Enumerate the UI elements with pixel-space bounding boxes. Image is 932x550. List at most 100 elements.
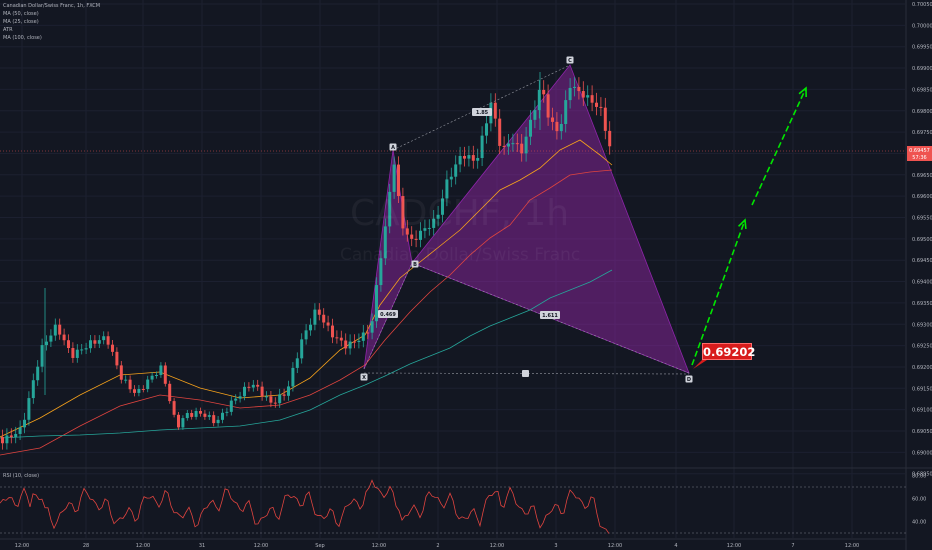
candles xyxy=(1,72,612,450)
target-price-callout: 0.69202 xyxy=(702,343,756,360)
indicator-ma100[interactable]: MA (100, close) xyxy=(3,35,42,41)
candle-body xyxy=(124,379,128,381)
candle-body xyxy=(441,198,444,215)
candle-body xyxy=(53,324,57,336)
candle-body xyxy=(172,401,176,415)
time-tick: Sep xyxy=(315,543,324,549)
candle-body xyxy=(353,341,356,343)
candle-body xyxy=(326,322,330,326)
price-tick: 0.70050 xyxy=(912,2,932,8)
candle-body xyxy=(357,340,361,343)
indicator-ma50[interactable]: MA (50, close) xyxy=(3,11,39,17)
candle-body xyxy=(344,340,348,349)
candle-body xyxy=(106,336,110,345)
ratio-xb-label: 0.469 xyxy=(380,312,396,318)
candle-body xyxy=(419,230,422,240)
watermark-ticker: CADCHF, 1h xyxy=(350,193,570,234)
grid-lines xyxy=(0,0,905,538)
time-axis: 12:00 28 12:00 31 12:00 Sep 12:00 2 12:00 3 12:00 4… xyxy=(0,538,906,549)
candle-body xyxy=(89,340,92,349)
rsi-indicator-label[interactable]: RSI (10, close) xyxy=(3,473,40,479)
candle-body xyxy=(199,410,202,414)
current-price-value: 0.69457 xyxy=(909,148,930,154)
ratio-ac-label: 1.85 xyxy=(476,110,489,116)
candle-body xyxy=(498,118,502,146)
candle-body xyxy=(14,433,18,438)
candle-body xyxy=(595,102,598,107)
candle-body xyxy=(207,415,211,417)
time-tick: 12:00 xyxy=(254,543,268,549)
candle-body xyxy=(40,345,44,367)
time-tick: 12:00 xyxy=(845,543,859,549)
symbol-title: Canadian Dollar/Swiss Franc, 1h, FXCM xyxy=(3,3,101,9)
candle-body xyxy=(36,366,40,381)
candle-body xyxy=(304,330,308,340)
indicator-atr[interactable]: ATR xyxy=(3,27,13,33)
candle-body xyxy=(467,155,471,159)
candle-body xyxy=(1,437,4,444)
price-tick: 0.69050 xyxy=(912,429,932,435)
ratio-badge xyxy=(540,311,560,319)
price-tick: 0.68950 xyxy=(912,472,932,478)
candle-body xyxy=(260,386,264,397)
candle-body xyxy=(300,339,304,359)
point-b-label: B xyxy=(413,262,417,268)
candle-body xyxy=(194,410,198,417)
candle-body xyxy=(168,383,172,402)
candle-body xyxy=(128,379,132,390)
moving-averages xyxy=(0,139,613,456)
candle-body xyxy=(366,332,370,334)
candle-body xyxy=(529,119,532,137)
candle-body xyxy=(392,164,396,192)
target-arrows xyxy=(691,86,807,366)
candle-body xyxy=(155,374,158,376)
candle-body xyxy=(287,386,290,396)
rsi-line xyxy=(0,479,610,534)
candle-body xyxy=(471,155,475,161)
candle-body xyxy=(586,95,590,98)
candle-body xyxy=(177,414,180,428)
candle-body xyxy=(115,351,119,366)
candle-body xyxy=(454,164,458,177)
candle-body xyxy=(375,285,378,322)
candle-body xyxy=(331,325,334,338)
current-price-tag xyxy=(907,146,932,161)
candle-body xyxy=(423,228,427,231)
candle-body xyxy=(432,218,436,228)
candle-body xyxy=(388,191,392,227)
candle-body xyxy=(480,135,484,159)
rsi-tick: 80.00 xyxy=(912,474,926,480)
candle-body xyxy=(458,155,462,165)
candle-body xyxy=(58,324,62,335)
time-tick: 12:00 xyxy=(490,543,504,549)
price-tick: 0.69400 xyxy=(912,280,932,286)
time-tick: 12:00 xyxy=(136,543,150,549)
ma50-line xyxy=(0,169,613,456)
candle-body xyxy=(238,396,242,399)
candle-body xyxy=(608,130,612,147)
candle-body xyxy=(256,384,260,387)
rsi-tick: 40.00 xyxy=(912,520,926,526)
candle-body xyxy=(23,419,26,428)
candle-body xyxy=(370,321,374,333)
candle-body xyxy=(141,388,145,390)
candle-body xyxy=(603,107,607,131)
price-tick: 0.69850 xyxy=(912,87,932,93)
price-tick: 0.69500 xyxy=(912,237,932,243)
time-tick: 12:00 xyxy=(372,543,386,549)
rsi-tick: 60.00 xyxy=(912,497,926,503)
indicator-ma25[interactable]: MA (25, close) xyxy=(3,19,39,25)
candle-body xyxy=(476,158,480,161)
candle-body xyxy=(581,91,585,98)
ratio-bd-label: 1.611 xyxy=(542,313,558,319)
point-badge xyxy=(360,373,368,381)
candle-body xyxy=(397,164,400,197)
candle-body xyxy=(62,334,66,341)
candle-body xyxy=(573,86,576,88)
point-badge xyxy=(411,260,419,268)
candle-body xyxy=(515,143,519,145)
candle-body xyxy=(181,418,185,428)
ma100-line xyxy=(0,269,613,439)
candle-body xyxy=(405,228,409,235)
